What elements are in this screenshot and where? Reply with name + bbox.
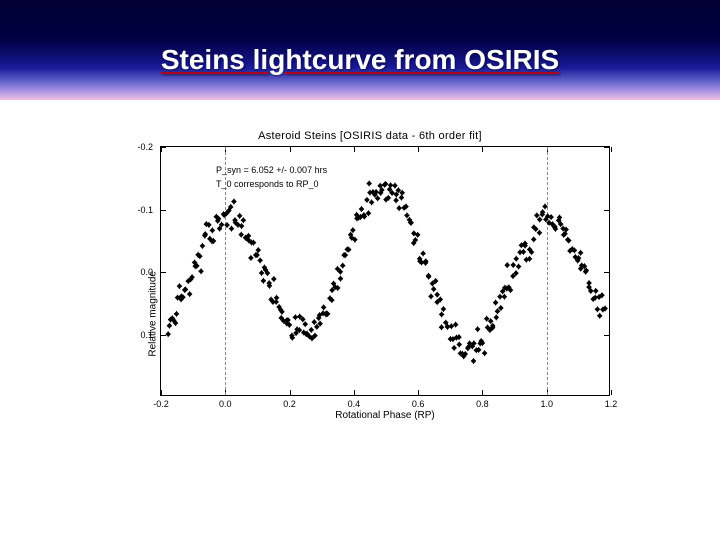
x-axis-label: Rotational Phase (RP) <box>161 410 609 421</box>
header-band: Steins lightcurve from OSIRIS <box>0 0 720 100</box>
lightcurve-chart: Asteroid Steins [OSIRIS data - 6th order… <box>120 130 620 430</box>
x-tick-label: 0.6 <box>412 399 425 409</box>
y-tick-label: -0.1 <box>137 205 153 215</box>
slide-title: Steins lightcurve from OSIRIS <box>0 44 720 76</box>
plot-area: Relative magnitude Rotational Phase (RP)… <box>160 146 610 396</box>
x-tick-label: 1.0 <box>540 399 553 409</box>
y-tick-label: 0.1 <box>140 330 153 340</box>
y-axis-label: Relative magnitude <box>148 271 159 357</box>
x-tick-label: 0.8 <box>476 399 489 409</box>
y-tick-label: -0.2 <box>137 142 153 152</box>
x-tick-label: 0.0 <box>219 399 232 409</box>
chart-title: Asteroid Steins [OSIRIS data - 6th order… <box>120 130 620 142</box>
slide-title-text: Steins lightcurve from OSIRIS <box>161 44 559 75</box>
x-tick-label: 0.4 <box>348 399 361 409</box>
x-tick-label: 1.2 <box>605 399 618 409</box>
data-points <box>161 147 611 397</box>
y-tick-label: 0.0 <box>140 267 153 277</box>
x-tick-label: -0.2 <box>153 399 169 409</box>
x-tick-label: 0.2 <box>283 399 296 409</box>
